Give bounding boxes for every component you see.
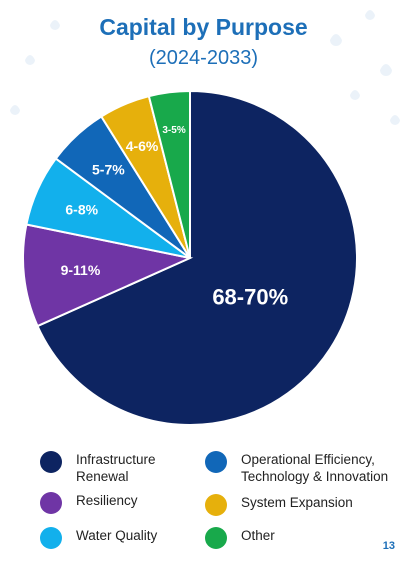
legend-swatch <box>205 527 227 549</box>
legend-swatch <box>205 494 227 516</box>
legend-item-infrastructure-renewal: Infrastructure Renewal <box>40 451 156 485</box>
legend-label-line: Technology & Innovation <box>241 469 389 484</box>
legend-swatch <box>40 527 62 549</box>
legend-label: Operational Efficiency, Technology & Inn… <box>241 451 388 485</box>
legend-label-line: Renewal <box>76 469 129 484</box>
chart-subtitle: (2024-2033) <box>149 47 258 69</box>
pie-slice-label: 9-11% <box>61 262 101 278</box>
legend-label-line: Other <box>241 528 275 543</box>
legend-item-water-quality: Water Quality <box>40 527 157 549</box>
legend-swatch <box>205 451 227 473</box>
legend-item-other: Other <box>205 527 275 549</box>
legend-label-line: Resiliency <box>76 493 138 508</box>
pie-slice-label: 3-5% <box>162 125 185 136</box>
legend-item-system-expansion: System Expansion <box>205 494 353 516</box>
legend-label-line: Infrastructure <box>76 452 156 467</box>
legend-label: Infrastructure Renewal <box>76 451 156 485</box>
chart-title: Capital by Purpose <box>99 14 308 40</box>
page-number: 13 <box>382 540 395 552</box>
pie-slice-other <box>147 89 191 259</box>
legend-item-operational-efficiency: Operational Efficiency, Technology & Inn… <box>205 451 388 485</box>
pie-slice-label: 4-6% <box>126 138 159 154</box>
pie-slice-infrastructure-renewal <box>36 89 358 426</box>
legend-swatch <box>40 451 62 473</box>
legend-label: Other <box>241 527 275 544</box>
legend-label-line: Water Quality <box>76 528 158 543</box>
legend-label: Water Quality <box>76 527 157 544</box>
legend-item-resiliency: Resiliency <box>40 492 138 514</box>
pie-slice-label: 6-8% <box>65 202 98 218</box>
pie-slice-label: 68-70% <box>212 285 288 310</box>
legend-swatch <box>40 492 62 514</box>
legend-label-line: Operational Efficiency, <box>241 452 375 467</box>
pie-slice-label: 5-7% <box>92 162 125 178</box>
legend-label: System Expansion <box>241 494 353 511</box>
legend-label: Resiliency <box>76 492 138 509</box>
legend-label-line: System Expansion <box>241 495 353 510</box>
pie-chart: 68-70% 9-11% 6-8% 5-7%4-6%3-5% <box>22 89 358 426</box>
